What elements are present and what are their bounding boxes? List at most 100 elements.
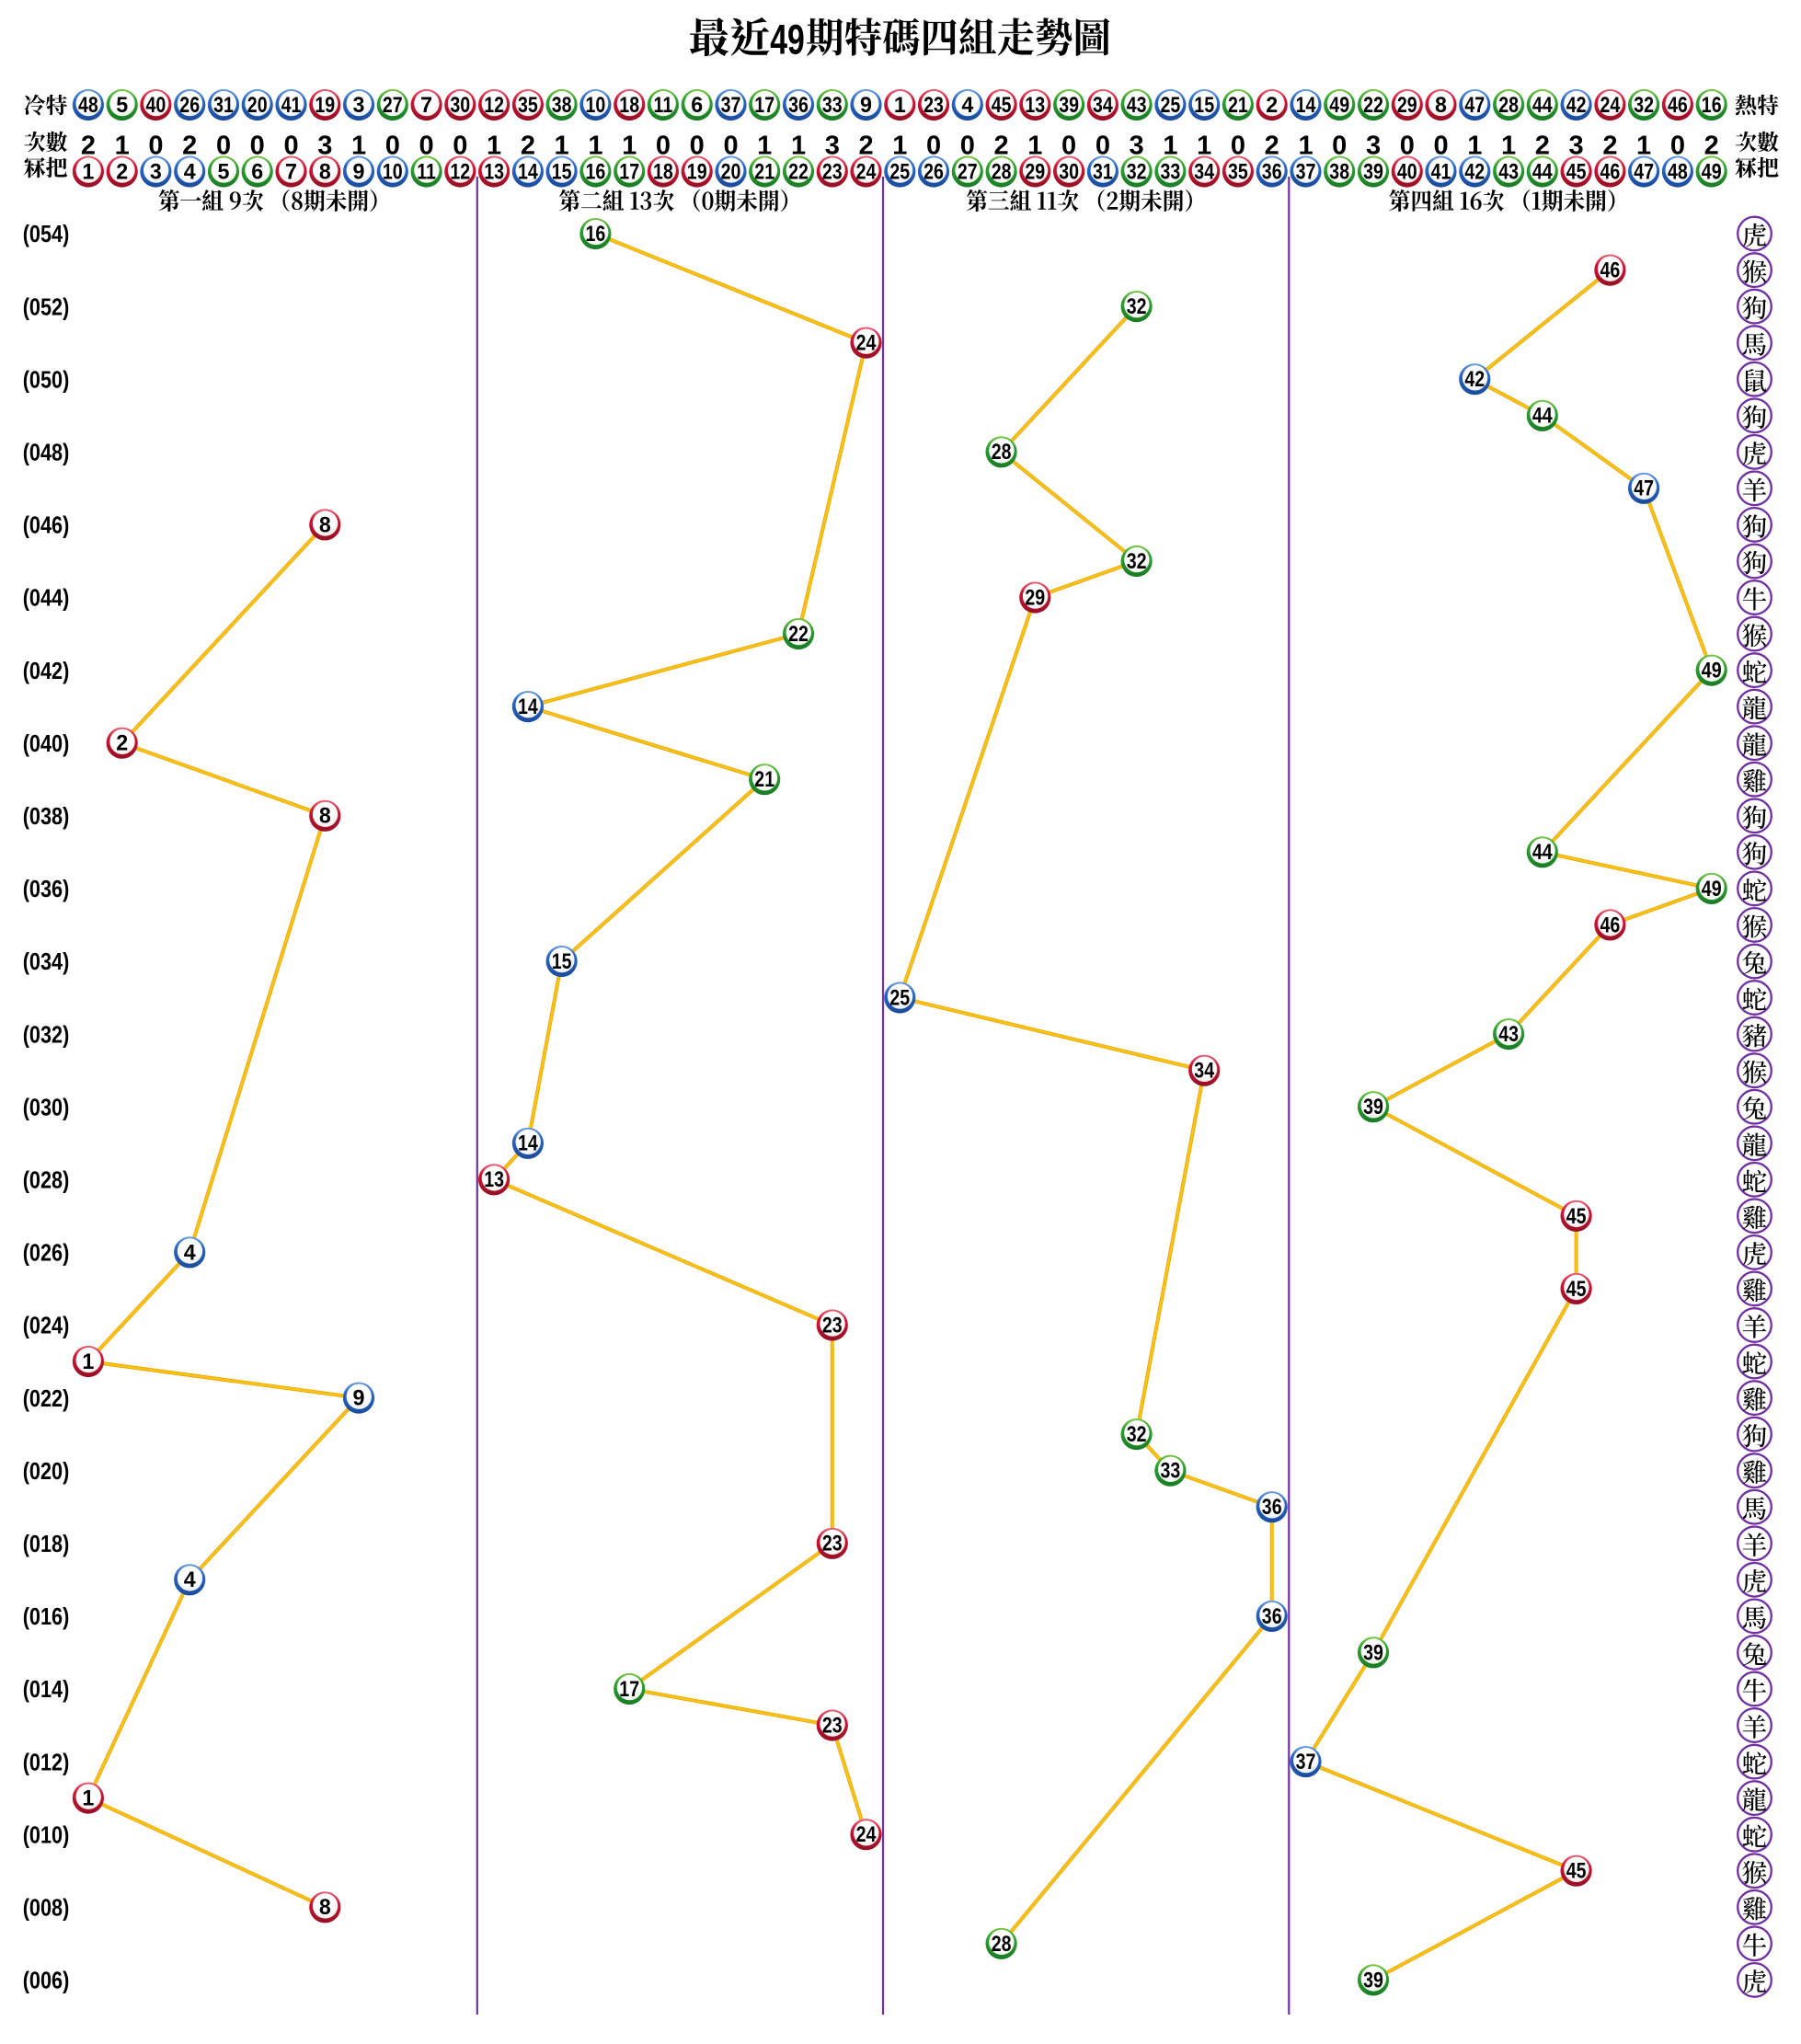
svg-text:22: 22 xyxy=(788,158,809,184)
svg-text:1: 1 xyxy=(1163,132,1177,161)
svg-text:1: 1 xyxy=(622,132,637,161)
svg-text:33: 33 xyxy=(1161,158,1181,184)
svg-text:1: 1 xyxy=(892,132,907,161)
svg-text:(054): (054) xyxy=(23,223,70,248)
svg-text:33: 33 xyxy=(822,92,843,118)
svg-text:11: 11 xyxy=(654,92,673,118)
svg-text:17: 17 xyxy=(619,158,639,184)
svg-text:31: 31 xyxy=(1093,158,1113,184)
svg-text:49: 49 xyxy=(770,17,805,63)
svg-text:44: 44 xyxy=(1532,158,1553,184)
svg-text:1: 1 xyxy=(791,132,806,161)
svg-text:2: 2 xyxy=(1266,92,1278,118)
svg-text:32: 32 xyxy=(1127,158,1147,184)
svg-text:24: 24 xyxy=(856,1821,877,1847)
svg-text:0: 0 xyxy=(216,132,231,161)
svg-text:3: 3 xyxy=(317,132,332,161)
svg-text:30: 30 xyxy=(1059,158,1079,184)
svg-text:49: 49 xyxy=(1702,657,1722,683)
svg-text:32: 32 xyxy=(1127,293,1147,319)
svg-text:16: 16 xyxy=(586,158,606,184)
svg-text:9: 9 xyxy=(353,159,365,185)
svg-text:3: 3 xyxy=(1130,132,1144,161)
svg-text:47: 47 xyxy=(1634,158,1654,184)
svg-text:40: 40 xyxy=(1397,158,1417,184)
svg-text:0: 0 xyxy=(656,132,671,161)
svg-text:15: 15 xyxy=(552,158,572,184)
svg-text:2: 2 xyxy=(182,132,197,161)
svg-text:1: 1 xyxy=(894,92,906,118)
svg-text:25: 25 xyxy=(1161,92,1181,118)
svg-text:8: 8 xyxy=(319,159,331,185)
svg-text:(044): (044) xyxy=(23,586,70,612)
svg-text:24: 24 xyxy=(1600,92,1621,118)
svg-text:32: 32 xyxy=(1634,92,1654,118)
svg-text:2: 2 xyxy=(116,159,128,185)
svg-text:0: 0 xyxy=(926,132,941,161)
svg-text:22: 22 xyxy=(788,621,809,647)
svg-text:19: 19 xyxy=(687,158,707,184)
svg-text:(014): (014) xyxy=(23,1678,70,1704)
svg-text:3: 3 xyxy=(825,132,840,161)
svg-text:34: 34 xyxy=(1093,92,1113,118)
svg-text:(030): (030) xyxy=(23,1096,70,1121)
svg-text:47: 47 xyxy=(1634,476,1654,501)
svg-text:28: 28 xyxy=(992,439,1012,465)
svg-text:6: 6 xyxy=(691,92,703,118)
svg-text:14: 14 xyxy=(518,158,538,184)
svg-text:1: 1 xyxy=(1298,132,1313,161)
svg-text:(034): (034) xyxy=(23,950,70,976)
svg-text:5: 5 xyxy=(218,159,230,185)
svg-text:33: 33 xyxy=(1161,1458,1181,1484)
svg-text:29: 29 xyxy=(1025,158,1045,184)
svg-text:0: 0 xyxy=(1400,132,1415,161)
svg-text:(018): (018) xyxy=(23,1532,70,1557)
svg-text:0: 0 xyxy=(250,132,265,161)
svg-text:41: 41 xyxy=(281,92,302,118)
svg-text:45: 45 xyxy=(1566,1858,1587,1884)
svg-text:(026): (026) xyxy=(23,1241,70,1267)
svg-text:16: 16 xyxy=(1702,92,1722,118)
svg-text:23: 23 xyxy=(822,158,843,184)
svg-text:(040): (040) xyxy=(23,731,70,757)
svg-text:1: 1 xyxy=(487,132,501,161)
svg-text:39: 39 xyxy=(1059,92,1079,118)
svg-text:46: 46 xyxy=(1600,912,1621,937)
svg-text:28: 28 xyxy=(992,1931,1012,1957)
svg-text:(042): (042) xyxy=(23,659,70,684)
svg-text:47: 47 xyxy=(1464,92,1485,118)
svg-text:28: 28 xyxy=(992,158,1012,184)
svg-text:8: 8 xyxy=(319,1895,331,1921)
svg-text:2: 2 xyxy=(1265,132,1279,161)
svg-text:(050): (050) xyxy=(23,368,70,394)
svg-text:0: 0 xyxy=(385,132,400,161)
svg-text:36: 36 xyxy=(788,92,809,118)
svg-text:0: 0 xyxy=(723,132,738,161)
svg-text:28: 28 xyxy=(1498,92,1519,118)
svg-text:35: 35 xyxy=(1228,158,1248,184)
svg-text:45: 45 xyxy=(1566,158,1587,184)
svg-text:2: 2 xyxy=(81,132,96,161)
svg-text:11: 11 xyxy=(417,158,436,184)
svg-text:10: 10 xyxy=(383,158,403,184)
svg-text:0: 0 xyxy=(1231,132,1245,161)
svg-text:14: 14 xyxy=(518,1131,538,1156)
svg-text:23: 23 xyxy=(822,1312,843,1338)
svg-text:(020): (020) xyxy=(23,1459,70,1485)
svg-text:43: 43 xyxy=(1498,1021,1519,1047)
svg-text:0: 0 xyxy=(148,132,163,161)
svg-text:40: 40 xyxy=(146,92,166,118)
svg-text:48: 48 xyxy=(78,92,98,118)
svg-text:(016): (016) xyxy=(23,1605,70,1631)
svg-text:(006): (006) xyxy=(23,1969,70,1994)
svg-text:46: 46 xyxy=(1600,257,1621,282)
svg-text:4: 4 xyxy=(961,92,974,118)
svg-text:14: 14 xyxy=(1296,92,1316,118)
svg-text:19: 19 xyxy=(315,92,335,118)
svg-text:1: 1 xyxy=(1467,132,1482,161)
svg-text:1: 1 xyxy=(1636,132,1651,161)
svg-text:1: 1 xyxy=(82,159,94,185)
svg-text:12: 12 xyxy=(450,158,470,184)
svg-text:39: 39 xyxy=(1363,1094,1383,1120)
svg-text:32: 32 xyxy=(1127,1421,1147,1447)
